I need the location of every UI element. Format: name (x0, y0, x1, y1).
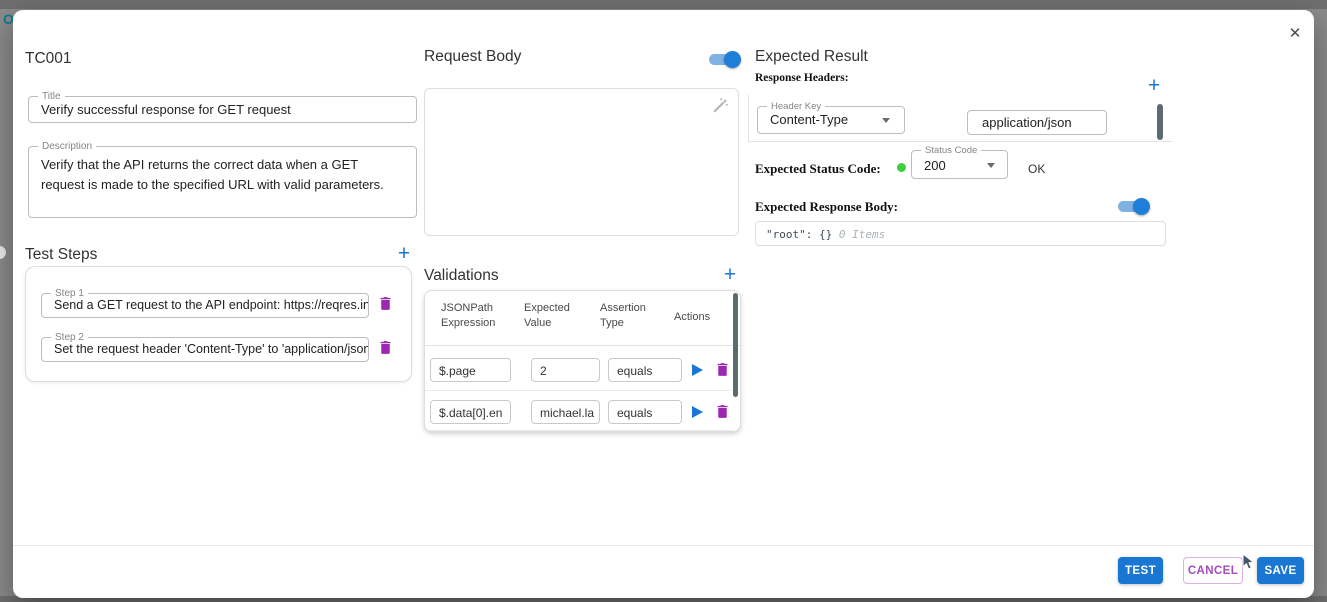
delete-step-1-icon[interactable] (377, 295, 394, 312)
test-steps-heading: Test Steps (25, 246, 98, 263)
json-root-text: "root": {} (766, 228, 833, 241)
json-editor[interactable]: "root": {} 0 Items (755, 221, 1166, 246)
status-dot (897, 163, 906, 172)
step-1-value: Send a GET request to the API endpoint: … (54, 298, 368, 312)
description-field-value: Verify that the API returns the correct … (41, 157, 384, 192)
delete-step-2-icon[interactable] (377, 339, 394, 356)
step-2-label: Step 2 (51, 331, 88, 344)
step-1-field[interactable]: Step 1 Send a GET request to the API end… (41, 287, 369, 318)
header-value-input[interactable]: application/json (967, 110, 1107, 135)
title-field[interactable]: Title Verify successful response for GET… (28, 90, 417, 123)
expected-result-heading: Expected Result (755, 48, 868, 65)
validation-row1-jsonpath-input[interactable]: $.page (430, 358, 511, 382)
toggle-thumb (1133, 198, 1150, 215)
validations-scrollbar[interactable] (733, 293, 738, 397)
run-validation-row2-icon[interactable] (692, 406, 703, 418)
status-code-select[interactable]: Status Code 200 (911, 144, 1008, 179)
header-key-select[interactable]: Header Key Content-Type (757, 100, 905, 134)
json-root-line: "root": {} 0 Items (766, 223, 885, 246)
step-2-value: Set the request header 'Content-Type' to… (54, 342, 368, 356)
row-divider (425, 430, 732, 431)
status-code-select-label: Status Code (921, 144, 982, 157)
description-field[interactable]: Description Verify that the API returns … (28, 140, 417, 218)
delete-validation-row1-icon[interactable] (714, 361, 731, 378)
cancel-button[interactable]: CANCEL (1183, 557, 1243, 584)
chevron-down-icon (987, 163, 995, 168)
expected-response-body-toggle[interactable] (1118, 198, 1150, 215)
validation-row2-jsonpath-input[interactable]: $.data[0].en (430, 400, 511, 424)
add-validation-icon[interactable]: + (723, 263, 737, 286)
response-headers-scrollbar[interactable] (1157, 104, 1163, 140)
test-steps-card: Step 1 Send a GET request to the API end… (25, 266, 412, 382)
column-header-assertion-type: Assertion Type (600, 302, 646, 329)
column-header-actions: Actions (674, 311, 711, 323)
footer-divider (13, 545, 1314, 546)
response-headers-list (748, 95, 1172, 142)
request-body-editor[interactable] (424, 88, 739, 236)
request-body-heading: Request Body (424, 48, 522, 65)
header-value-text: application/json (982, 115, 1072, 130)
status-text: OK (1028, 162, 1046, 176)
validations-table: JSONPath Expression Expected Value Asser… (424, 290, 741, 432)
test-case-id: TC001 (25, 50, 72, 67)
title-field-label: Title (38, 90, 65, 103)
add-step-icon[interactable]: + (397, 242, 411, 265)
column-header-jsonpath: JSONPath Expression (441, 302, 496, 329)
validation-row1-assertion-input[interactable]: equals (608, 358, 682, 382)
close-icon[interactable]: ✕ (1288, 25, 1302, 42)
expected-response-body-label: Expected Response Body: (755, 199, 899, 214)
toggle-thumb (724, 51, 741, 68)
chevron-down-icon (882, 118, 890, 123)
validations-heading: Validations (424, 267, 499, 284)
mouse-cursor (1242, 552, 1258, 576)
description-field-label: Description (38, 140, 97, 153)
column-header-expected-value: Expected Value (524, 302, 570, 329)
expected-status-code-label: Expected Status Code: (755, 161, 881, 176)
background-top-strip (0, 0, 1327, 9)
background-floating-button (0, 246, 6, 259)
add-response-header-icon[interactable]: + (1147, 74, 1161, 97)
run-validation-row1-icon[interactable] (692, 364, 703, 376)
step-2-field[interactable]: Step 2 Set the request header 'Content-T… (41, 331, 369, 362)
test-button[interactable]: TEST (1118, 557, 1163, 584)
validation-row2-expected-input[interactable]: michael.la (531, 400, 600, 424)
background-bottom-strip (0, 596, 1327, 602)
row-divider (425, 390, 732, 391)
title-field-value: Verify successful response for GET reque… (41, 102, 291, 117)
save-button[interactable]: SAVE (1257, 557, 1304, 584)
magic-wand-icon[interactable] (712, 97, 729, 114)
request-body-toggle[interactable] (709, 51, 741, 68)
test-case-dialog: ✕ TC001 Title Verify successful response… (13, 10, 1314, 598)
header-key-select-label: Header Key (767, 100, 826, 113)
validation-row1-expected-input[interactable]: 2 (531, 358, 600, 382)
step-1-label: Step 1 (51, 287, 88, 300)
response-headers-label: Response Headers: (755, 72, 849, 84)
delete-validation-row2-icon[interactable] (714, 403, 731, 420)
json-items-count: 0 Items (838, 228, 886, 241)
table-divider (425, 345, 740, 346)
header-key-select-value: Content-Type (770, 112, 849, 127)
status-code-select-value: 200 (924, 158, 946, 173)
validation-row2-assertion-input[interactable]: equals (608, 400, 682, 424)
